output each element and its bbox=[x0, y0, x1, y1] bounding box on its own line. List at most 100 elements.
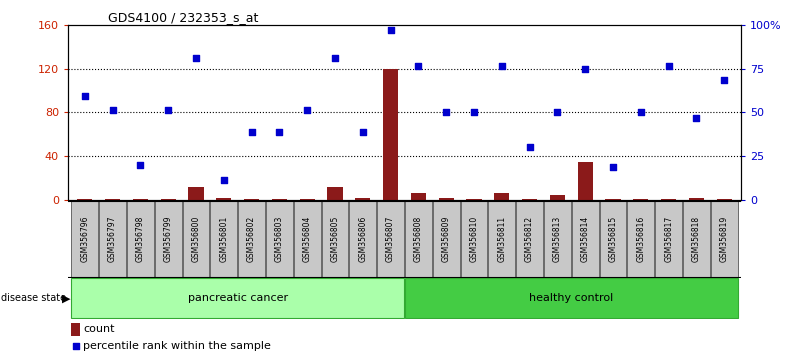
Text: GSM356818: GSM356818 bbox=[692, 216, 701, 262]
Text: GSM356800: GSM356800 bbox=[191, 216, 200, 262]
Point bbox=[328, 55, 341, 61]
Bar bbox=[689, 198, 704, 200]
FancyBboxPatch shape bbox=[71, 201, 98, 277]
Bar bbox=[717, 199, 732, 200]
Point bbox=[190, 55, 203, 61]
Point bbox=[440, 110, 453, 115]
Bar bbox=[160, 199, 176, 200]
FancyBboxPatch shape bbox=[183, 201, 209, 277]
Text: GSM356815: GSM356815 bbox=[609, 216, 618, 262]
Text: GSM356798: GSM356798 bbox=[136, 216, 145, 262]
Bar bbox=[549, 195, 565, 200]
Text: GSM356814: GSM356814 bbox=[581, 216, 590, 262]
Point bbox=[690, 115, 702, 121]
FancyBboxPatch shape bbox=[405, 201, 432, 277]
Text: GSM356813: GSM356813 bbox=[553, 216, 562, 262]
FancyBboxPatch shape bbox=[627, 201, 654, 277]
Bar bbox=[300, 199, 315, 200]
FancyBboxPatch shape bbox=[127, 201, 154, 277]
Text: GSM356806: GSM356806 bbox=[358, 216, 368, 262]
Bar bbox=[216, 198, 231, 200]
Bar bbox=[494, 193, 509, 200]
FancyBboxPatch shape bbox=[211, 201, 237, 277]
FancyBboxPatch shape bbox=[461, 201, 487, 277]
Bar bbox=[466, 199, 481, 200]
Bar bbox=[633, 199, 649, 200]
Bar bbox=[522, 199, 537, 200]
Bar bbox=[578, 162, 593, 200]
Bar bbox=[133, 199, 148, 200]
Bar bbox=[188, 187, 203, 200]
Point bbox=[384, 27, 397, 33]
Bar bbox=[606, 199, 621, 200]
Point bbox=[356, 129, 369, 135]
Point bbox=[662, 64, 675, 69]
Point bbox=[551, 110, 564, 115]
FancyBboxPatch shape bbox=[572, 201, 598, 277]
Point bbox=[412, 64, 425, 69]
Text: GSM356801: GSM356801 bbox=[219, 216, 228, 262]
Text: healthy control: healthy control bbox=[529, 293, 614, 303]
Point bbox=[245, 129, 258, 135]
FancyBboxPatch shape bbox=[489, 201, 515, 277]
Text: GSM356804: GSM356804 bbox=[303, 216, 312, 262]
FancyBboxPatch shape bbox=[266, 201, 292, 277]
Bar bbox=[272, 199, 287, 200]
FancyBboxPatch shape bbox=[711, 201, 738, 277]
Text: GSM356817: GSM356817 bbox=[664, 216, 673, 262]
Text: GSM356808: GSM356808 bbox=[414, 216, 423, 262]
Text: percentile rank within the sample: percentile rank within the sample bbox=[83, 341, 271, 351]
FancyBboxPatch shape bbox=[405, 278, 738, 318]
Bar bbox=[383, 69, 398, 200]
Text: GSM356799: GSM356799 bbox=[163, 216, 173, 262]
Text: GDS4100 / 232353_s_at: GDS4100 / 232353_s_at bbox=[108, 11, 259, 24]
Text: GSM356797: GSM356797 bbox=[108, 216, 117, 262]
Bar bbox=[105, 199, 120, 200]
Point bbox=[634, 110, 647, 115]
FancyBboxPatch shape bbox=[433, 201, 460, 277]
FancyBboxPatch shape bbox=[544, 201, 571, 277]
FancyBboxPatch shape bbox=[349, 201, 376, 277]
Text: pancreatic cancer: pancreatic cancer bbox=[187, 293, 288, 303]
Text: GSM356803: GSM356803 bbox=[275, 216, 284, 262]
Text: GSM356812: GSM356812 bbox=[525, 216, 534, 262]
FancyBboxPatch shape bbox=[155, 201, 182, 277]
Point bbox=[579, 66, 592, 72]
Text: ▶: ▶ bbox=[62, 293, 70, 303]
FancyBboxPatch shape bbox=[322, 201, 348, 277]
Point bbox=[606, 164, 619, 170]
Bar bbox=[244, 199, 260, 200]
Text: disease state: disease state bbox=[1, 293, 66, 303]
Bar bbox=[77, 199, 92, 200]
Text: GSM356810: GSM356810 bbox=[469, 216, 478, 262]
Text: GSM356811: GSM356811 bbox=[497, 216, 506, 262]
Bar bbox=[355, 198, 370, 200]
Point bbox=[217, 177, 230, 183]
FancyBboxPatch shape bbox=[600, 201, 626, 277]
FancyBboxPatch shape bbox=[238, 201, 265, 277]
Text: GSM356807: GSM356807 bbox=[386, 216, 395, 262]
Point bbox=[162, 107, 175, 113]
Bar bbox=[439, 198, 454, 200]
Text: GSM356819: GSM356819 bbox=[720, 216, 729, 262]
Point bbox=[78, 93, 91, 99]
Point bbox=[468, 110, 481, 115]
Point bbox=[523, 144, 536, 150]
Bar bbox=[411, 193, 426, 200]
FancyBboxPatch shape bbox=[377, 201, 404, 277]
Point bbox=[70, 343, 83, 349]
Point bbox=[718, 77, 731, 82]
FancyBboxPatch shape bbox=[655, 201, 682, 277]
FancyBboxPatch shape bbox=[683, 201, 710, 277]
Bar bbox=[71, 323, 80, 336]
Point bbox=[273, 129, 286, 135]
Bar bbox=[328, 187, 343, 200]
Text: GSM356796: GSM356796 bbox=[80, 216, 89, 262]
FancyBboxPatch shape bbox=[99, 201, 126, 277]
Text: GSM356805: GSM356805 bbox=[331, 216, 340, 262]
Point bbox=[134, 162, 147, 168]
Bar bbox=[661, 199, 676, 200]
Text: GSM356809: GSM356809 bbox=[441, 216, 451, 262]
Point bbox=[107, 107, 119, 113]
FancyBboxPatch shape bbox=[517, 201, 543, 277]
